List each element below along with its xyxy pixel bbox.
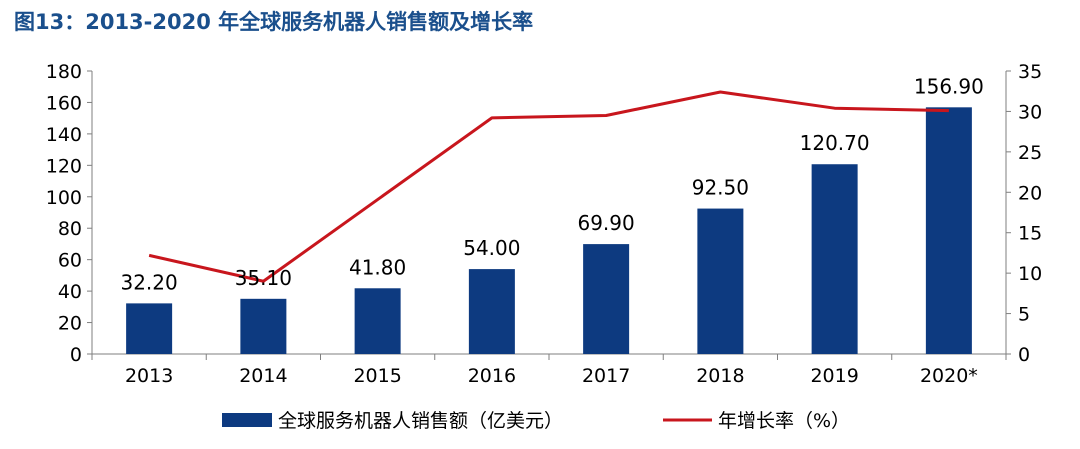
bar-data-label: 41.80	[349, 255, 406, 279]
right-tick-label: 25	[1018, 142, 1042, 164]
bar	[468, 269, 515, 354]
bar	[354, 288, 401, 354]
right-tick-label: 20	[1018, 182, 1042, 204]
bar-data-labels: 32.20 35.10 41.80 54.00 69.90 92.50 120.70 156.…	[120, 74, 983, 294]
bar-data-label: 120.70	[800, 131, 870, 155]
growth-rate-line	[148, 90, 949, 283]
left-tick-label: 140	[46, 124, 82, 146]
chart-title: 图13：2013-2020 年全球服务机器人销售额及增长率	[14, 10, 534, 34]
bar	[240, 298, 287, 354]
line-series	[148, 90, 949, 283]
right-tick-label: 0	[1018, 344, 1030, 366]
bar-series	[126, 107, 972, 355]
x-tick-label: 2018	[696, 365, 744, 387]
legend-bar-label: 全球服务机器人销售额（亿美元）	[278, 410, 563, 432]
x-tick-label: 2015	[353, 365, 401, 387]
left-tick-label: 120	[46, 155, 82, 177]
x-tick-label: 2020*	[920, 365, 978, 387]
right-tick-label: 15	[1018, 223, 1042, 245]
right-tick-label: 5	[1018, 304, 1030, 326]
bar	[583, 244, 630, 354]
left-tick-label: 20	[58, 313, 82, 335]
x-tick-label: 2013	[125, 365, 173, 387]
left-tick-label: 40	[58, 281, 82, 303]
left-tick-label: 0	[70, 344, 82, 366]
bar	[126, 303, 173, 354]
bar-data-label: 156.90	[914, 74, 984, 98]
right-tick-label: 35	[1018, 61, 1042, 83]
right-tick-label: 10	[1018, 263, 1042, 285]
bar-data-label: 92.50	[692, 176, 749, 200]
bar-data-label: 32.20	[120, 270, 177, 294]
x-tick-label: 2016	[468, 365, 516, 387]
legend: 全球服务机器人销售额（亿美元） 年增长率（%）	[222, 410, 850, 432]
left-tick-label: 160	[46, 92, 82, 114]
bar-data-label: 54.00	[463, 236, 520, 260]
x-tick-label: 2014	[239, 365, 287, 387]
bar-data-label: 35.10	[235, 266, 292, 290]
bar	[811, 164, 858, 354]
legend-line-label: 年增长率（%）	[718, 410, 850, 432]
right-tick-label: 30	[1018, 101, 1042, 123]
left-tick-label: 80	[58, 218, 82, 240]
legend-bar-swatch	[222, 413, 272, 427]
left-tick-label: 60	[58, 250, 82, 272]
bar-data-label: 69.90	[577, 211, 634, 235]
x-tick-label: 2019	[810, 365, 858, 387]
x-tick-label: 2017	[582, 365, 630, 387]
left-tick-label: 100	[46, 187, 82, 209]
bar	[925, 107, 972, 355]
left-tick-label: 180	[46, 61, 82, 83]
bar	[697, 208, 744, 354]
